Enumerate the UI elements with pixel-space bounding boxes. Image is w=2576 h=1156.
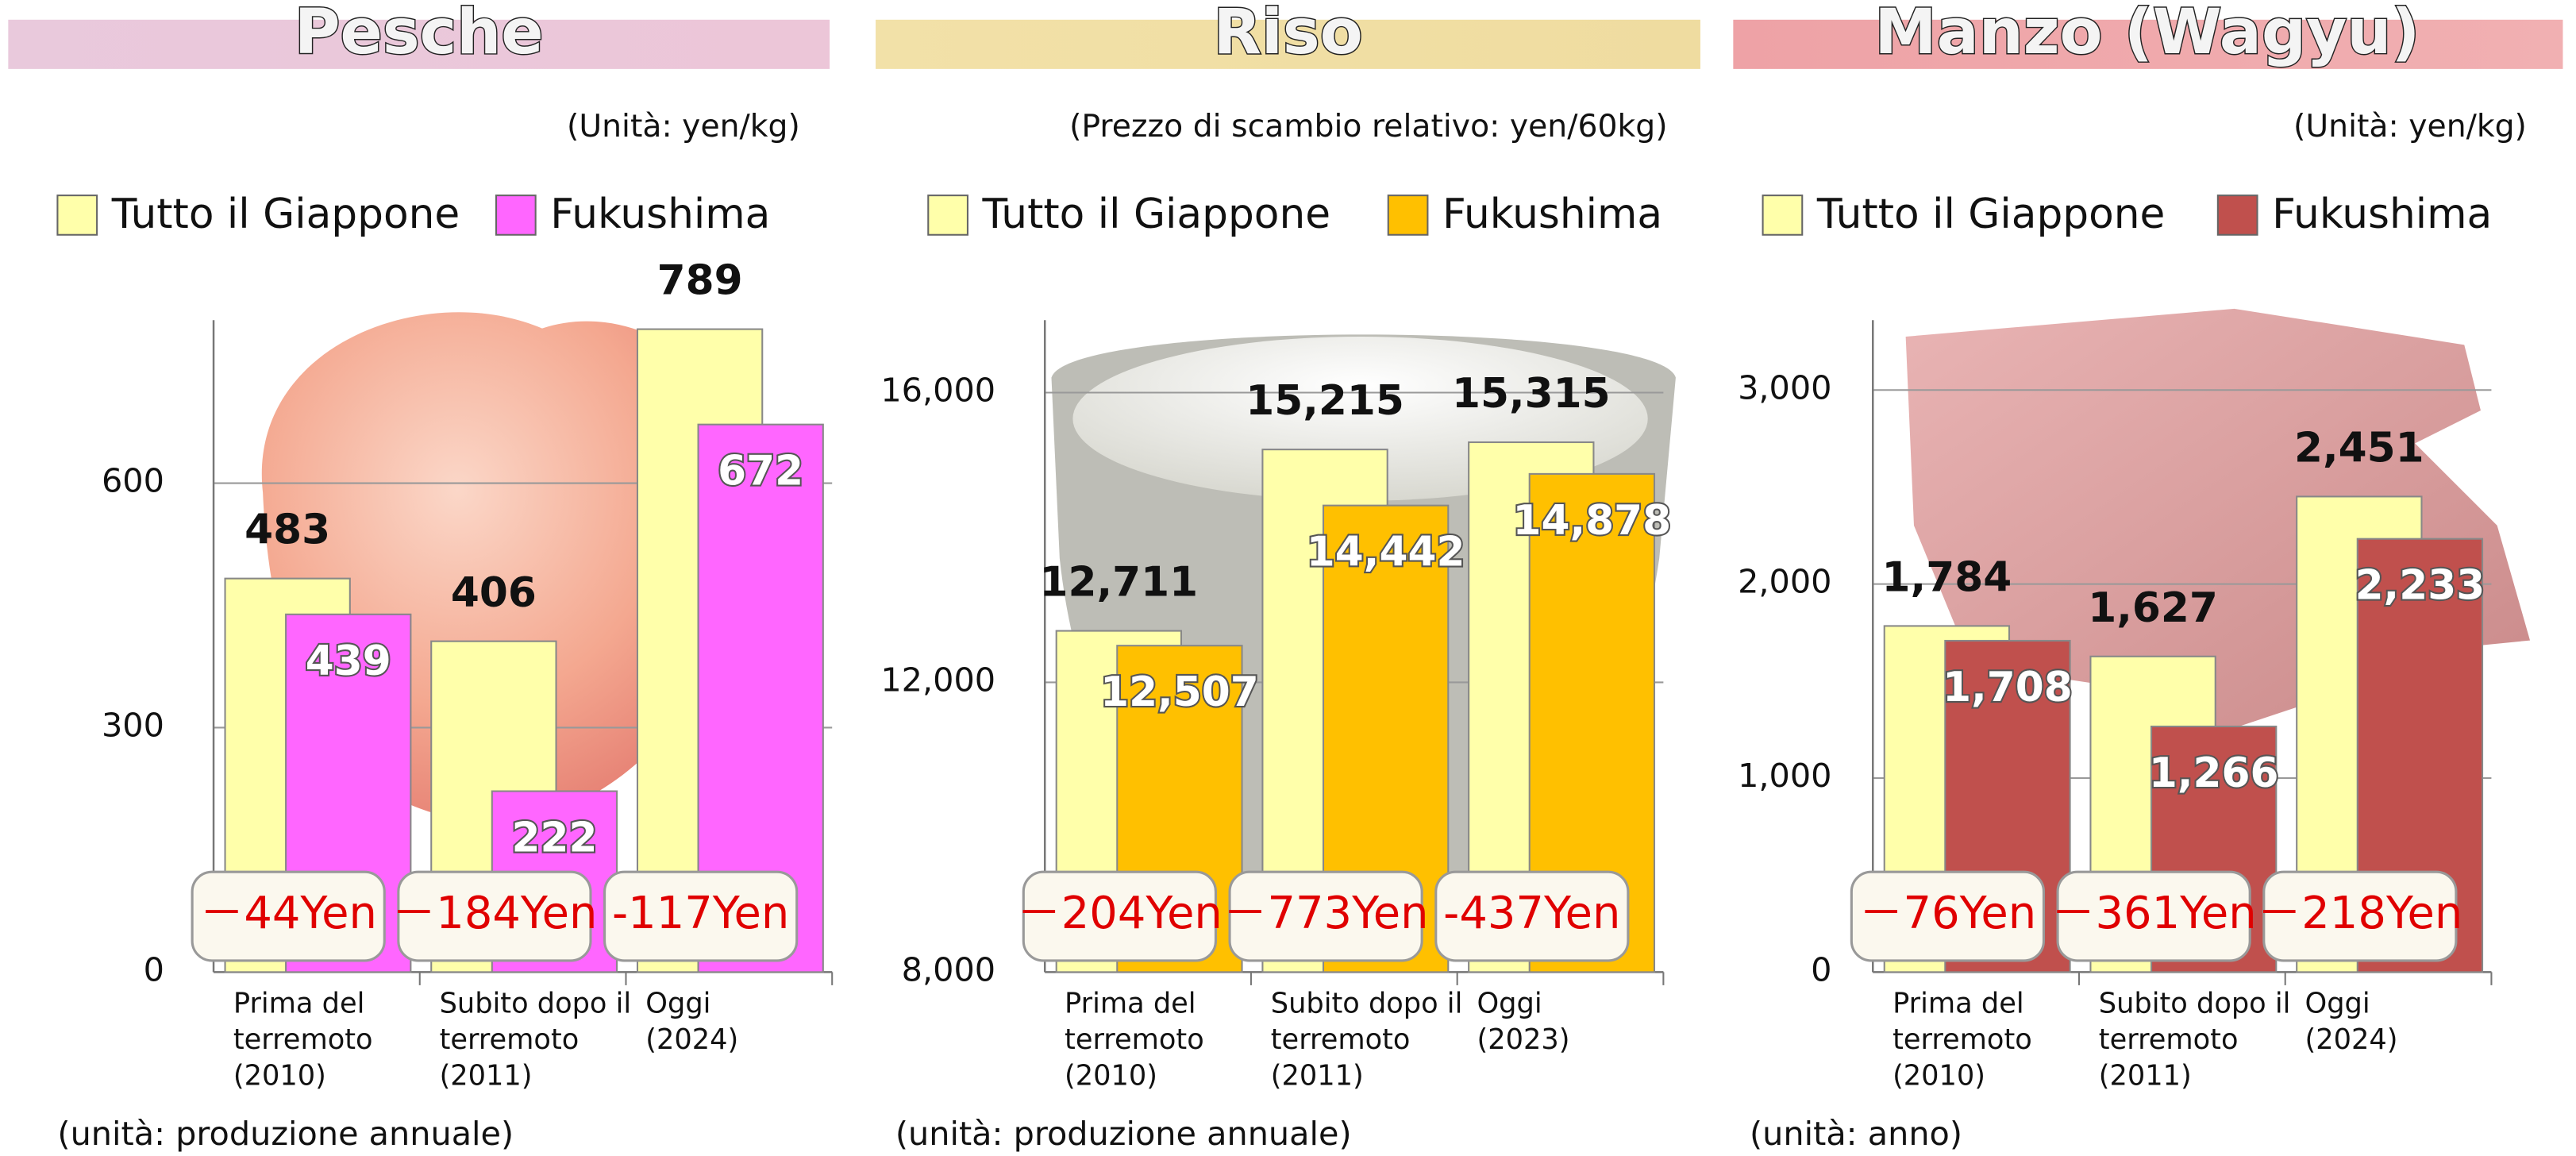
x-tick-label: Subito dopo il	[440, 988, 632, 1020]
difference-label: －44Yen	[199, 888, 376, 939]
x-tick-label: (2010)	[233, 1060, 326, 1092]
footnote: (unità: anno)	[1750, 1115, 1962, 1153]
difference-box	[191, 870, 386, 962]
value-label: 222	[511, 815, 597, 862]
unit-note: (Unità: yen/kg)	[567, 109, 800, 144]
x-tick-label: Oggi	[2305, 988, 2370, 1020]
y-tick-label: 0	[1811, 950, 1831, 988]
value-label: 406	[451, 569, 537, 617]
value-label: 2,451	[2294, 425, 2424, 472]
y-tick-label: 0	[144, 950, 164, 988]
x-tick-label: (2024)	[2305, 1023, 2398, 1056]
value-label: 1,627	[2088, 584, 2218, 632]
x-tick-label: terremoto	[1271, 1023, 1411, 1056]
difference-label: －361Yen	[2051, 888, 2257, 939]
legend-label: Fukushima	[2272, 191, 2492, 238]
legend-swatch	[927, 195, 968, 236]
legend-label: Tutto il Giappone	[1816, 191, 2166, 238]
x-tick-label: Oggi	[645, 988, 710, 1020]
x-tick-label: terremoto	[1893, 1023, 2032, 1056]
x-tick-label: (2011)	[2099, 1060, 2192, 1092]
value-label: 789	[657, 257, 743, 305]
x-tick-label: (2011)	[440, 1060, 533, 1092]
chart-title: Riso	[1213, 0, 1362, 68]
difference-box	[1434, 870, 1630, 962]
value-label: 1,784	[1882, 554, 2012, 602]
footnote: (unità: produzione annuale)	[57, 1115, 514, 1153]
legend-label: Fukushima	[1442, 191, 1662, 238]
difference-box	[397, 870, 592, 962]
y-tick-label: 300	[102, 706, 164, 744]
value-label: 12,711	[1040, 559, 1199, 607]
difference-label: －184Yen	[391, 888, 597, 939]
difference-box	[2056, 870, 2251, 962]
difference-box	[1022, 870, 1217, 962]
difference-label: －773Yen	[1223, 888, 1429, 939]
x-tick-label: Prima del	[1893, 988, 2024, 1020]
unit-note: (Unità: yen/kg)	[2293, 109, 2527, 144]
difference-label: －204Yen	[1017, 888, 1223, 939]
legend-swatch	[1387, 195, 1429, 236]
x-tick-label: terremoto	[2099, 1023, 2239, 1056]
value-label: 1,708	[1943, 664, 2073, 711]
difference-box	[2262, 870, 2458, 962]
value-label: 672	[718, 448, 803, 495]
value-label: 439	[306, 638, 391, 685]
legend-swatch	[2216, 195, 2258, 236]
difference-label: -117Yen	[612, 888, 789, 939]
value-label: 1,266	[2149, 749, 2279, 797]
x-tick-label: Oggi	[1477, 988, 1542, 1020]
x-tick-label: (2011)	[1271, 1060, 1364, 1092]
legend-swatch	[1762, 195, 1804, 236]
x-tick-label: Subito dopo il	[2099, 988, 2291, 1020]
y-tick-label: 1,000	[1738, 757, 1831, 795]
y-tick-label: 3,000	[1738, 368, 1831, 407]
chart-title: Pesche	[295, 0, 544, 68]
difference-label: －218Yen	[2257, 888, 2462, 939]
y-tick-label: 8,000	[902, 950, 995, 988]
y-tick-label: 2,000	[1738, 563, 1831, 601]
x-tick-label: terremoto	[1065, 1023, 1204, 1056]
x-tick-label: (2010)	[1893, 1060, 1985, 1092]
value-label: 15,215	[1246, 377, 1404, 425]
difference-box	[603, 870, 799, 962]
x-tick-label: (2024)	[645, 1023, 738, 1056]
x-tick-label: terremoto	[233, 1023, 373, 1056]
x-tick-label: (2023)	[1477, 1023, 1569, 1056]
chart-title: Manzo (Wagyu)	[1874, 0, 2420, 68]
y-tick-label: 600	[102, 462, 164, 500]
x-tick-label: Prima del	[1065, 988, 1196, 1020]
x-tick-label: (2010)	[1065, 1060, 1157, 1092]
value-label: 15,315	[1452, 370, 1611, 418]
difference-label: －76Yen	[1859, 888, 2036, 939]
unit-note: (Prezzo di scambio relativo: yen/60kg)	[1069, 109, 1667, 144]
value-label: 14,442	[1307, 529, 1465, 576]
difference-box	[1850, 870, 2046, 962]
legend-swatch	[56, 195, 98, 236]
legend-label: Tutto il Giappone	[111, 191, 460, 238]
value-label: 483	[245, 507, 330, 554]
value-label: 12,507	[1100, 669, 1259, 716]
x-tick-label: terremoto	[440, 1023, 580, 1056]
value-label: 14,878	[1513, 497, 1672, 545]
legend-swatch	[495, 195, 537, 236]
legend-label: Tutto il Giappone	[982, 191, 1331, 238]
difference-label: -437Yen	[1443, 888, 1620, 939]
difference-box	[1228, 870, 1423, 962]
title-bar	[8, 19, 830, 69]
footnote: (unità: produzione annuale)	[895, 1115, 1352, 1153]
x-tick-label: Prima del	[233, 988, 365, 1020]
x-tick-label: Subito dopo il	[1271, 988, 1463, 1020]
y-tick-label: 16,000	[880, 372, 995, 410]
title-bar	[876, 19, 1700, 69]
y-tick-label: 12,000	[880, 661, 995, 699]
legend-label: Fukushima	[550, 191, 770, 238]
title-bar	[1733, 19, 2563, 69]
value-label: 2,233	[2355, 562, 2486, 610]
